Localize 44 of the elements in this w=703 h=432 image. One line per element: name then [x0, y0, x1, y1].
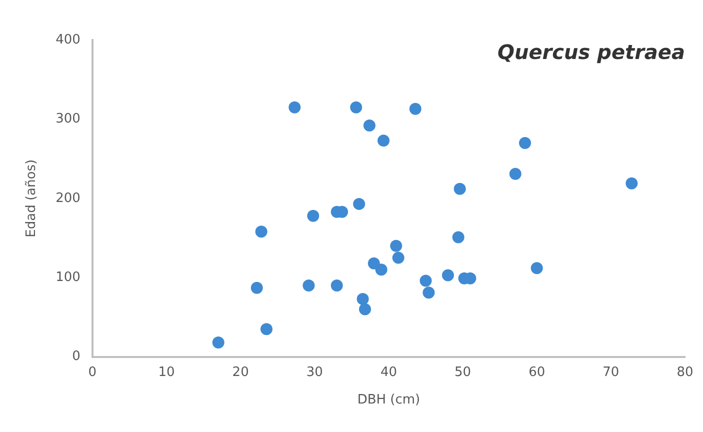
point [359, 303, 372, 316]
y-tick-label: 300 [56, 112, 80, 127]
x-tick-label: 80 [676, 364, 694, 380]
point [626, 177, 638, 190]
point [288, 101, 301, 114]
point [255, 226, 268, 238]
point [530, 262, 543, 274]
y-tick-label: 0 [72, 349, 80, 364]
x-axis-title: DBH (cm) [357, 392, 420, 408]
x-tick-label: 40 [380, 364, 397, 380]
x-tick-label: 70 [602, 364, 620, 380]
y-axis-title: Edad (años) [24, 159, 40, 238]
point [509, 168, 522, 180]
point [350, 101, 362, 114]
point [375, 264, 388, 276]
point [519, 136, 531, 149]
x-tick-label: 30 [306, 364, 323, 380]
y-tick-label: 400 [56, 32, 80, 48]
chart-title: Quercus petraea [498, 40, 685, 64]
point [409, 102, 422, 115]
point [356, 292, 369, 305]
point [330, 280, 343, 292]
x-tick-label: 0 [88, 364, 97, 380]
x-tick-label: 50 [454, 364, 472, 380]
point [442, 269, 454, 282]
x-tick-label: 60 [528, 364, 546, 380]
point [363, 120, 376, 132]
point [452, 231, 464, 244]
point [390, 240, 402, 252]
point [420, 274, 432, 287]
point [454, 182, 466, 195]
x-tick-label: 10 [158, 364, 175, 380]
point [422, 286, 435, 299]
point [307, 210, 320, 222]
y-tick-label: 100 [56, 270, 80, 285]
point [212, 336, 224, 349]
point [250, 282, 263, 294]
point [353, 198, 366, 210]
x-tick-label: 20 [232, 364, 249, 380]
point [302, 280, 315, 292]
point [392, 252, 404, 264]
point [378, 134, 390, 147]
y-tick-label: 200 [56, 190, 80, 206]
point [260, 323, 272, 336]
